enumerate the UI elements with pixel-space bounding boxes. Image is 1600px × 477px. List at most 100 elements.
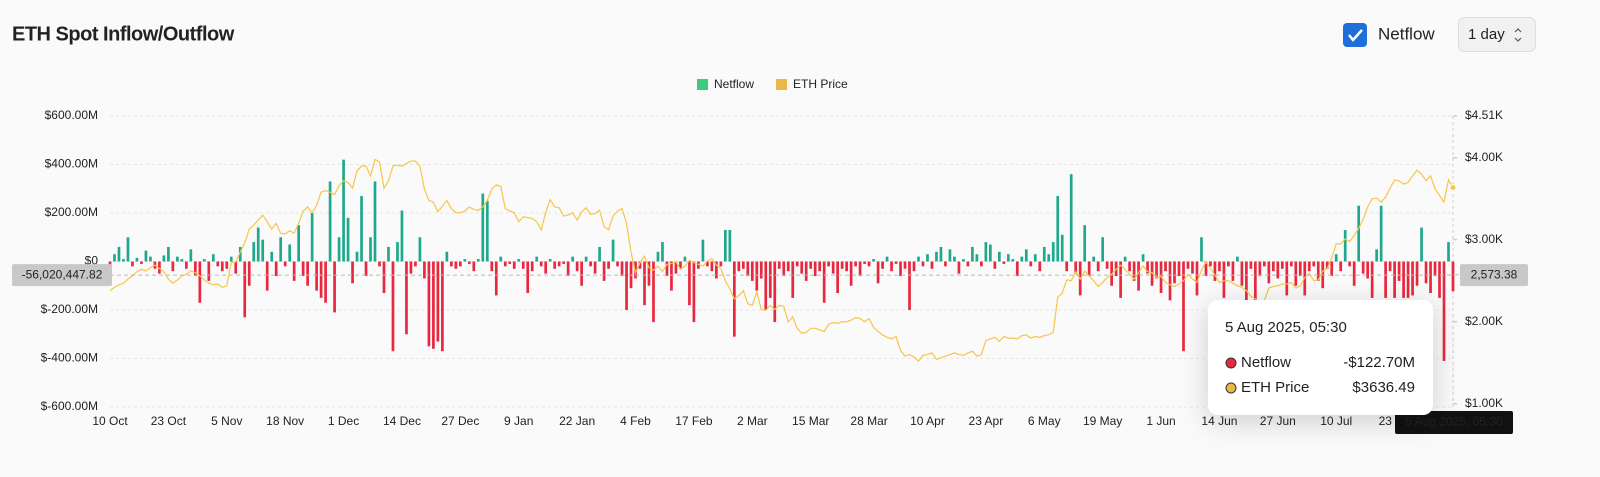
netflow-bar <box>957 261 961 274</box>
netflow-bar <box>337 237 341 262</box>
netflow-bar <box>755 261 759 291</box>
x-tick-label: 23 Oct <box>151 414 187 428</box>
netflow-bar <box>683 256 687 262</box>
netflow-bar <box>1137 261 1140 291</box>
netflow-bar <box>1168 261 1172 301</box>
netflow-bar <box>1406 261 1410 298</box>
netflow-bar <box>1285 261 1289 296</box>
netflow-bar <box>737 261 741 272</box>
netflow-bar <box>517 259 521 262</box>
netflow-bar <box>400 210 404 262</box>
netflow-bar <box>917 256 920 262</box>
netflow-bar <box>746 261 750 277</box>
netflow-bar <box>238 246 242 262</box>
netflow-bar <box>436 261 440 342</box>
netflow-bar <box>265 261 269 291</box>
tooltip-value: -$122.70M <box>1343 354 1415 371</box>
netflow-bar <box>1209 261 1212 267</box>
netflow-bar <box>297 225 300 262</box>
netflow-bar <box>674 261 678 274</box>
netflow-bar <box>418 237 422 262</box>
netflow-bar <box>427 261 431 347</box>
netflow-bar <box>508 261 512 264</box>
netflow-bar <box>1087 261 1091 277</box>
toggle-checkbox[interactable] <box>1343 23 1367 47</box>
netflow-bar <box>688 261 691 306</box>
netflow-bar <box>1146 261 1149 274</box>
netflow-bar <box>467 261 471 264</box>
netflow-bar <box>122 259 125 262</box>
netflow-bar <box>1388 261 1392 272</box>
netflow-bar <box>881 261 884 269</box>
netflow-bar <box>773 261 777 323</box>
netflow-bar <box>845 261 848 272</box>
netflow-bar <box>1065 261 1069 272</box>
netflow-bar <box>202 259 206 262</box>
interval-label[interactable]: 1 day <box>1468 26 1505 43</box>
x-tick-label: 22 Jan <box>559 414 595 428</box>
netflow-bar <box>966 261 970 267</box>
netflow-bar <box>193 261 197 277</box>
netflow-bar <box>625 261 628 310</box>
crosshair-y2-label: 2,573.38 <box>1471 267 1518 281</box>
x-tick-label: 10 Oct <box>92 414 128 428</box>
netflow-bar <box>1128 261 1131 272</box>
netflow-bar <box>697 261 700 269</box>
interval-select[interactable] <box>1458 17 1536 52</box>
netflow-bar <box>867 261 871 267</box>
netflow-bar <box>1330 261 1334 277</box>
y2-tick-label: $1.00K <box>1465 396 1503 410</box>
netflow-bar <box>1411 261 1414 296</box>
netflow-bar <box>1105 261 1109 269</box>
netflow-bar <box>571 256 574 262</box>
netflow-bar <box>1218 261 1221 272</box>
netflow-bar <box>1447 242 1450 262</box>
netflow-bar <box>1307 261 1311 272</box>
netflow-bar <box>342 159 345 262</box>
netflow-bar <box>921 261 925 267</box>
netflow-bar <box>1298 261 1302 277</box>
netflow-bar <box>786 261 790 272</box>
netflow-bar <box>980 261 983 267</box>
netflow-bar <box>229 256 233 262</box>
netflow-bar <box>243 261 247 318</box>
netflow-bar <box>1393 261 1396 298</box>
toggle-label[interactable]: Netflow <box>1378 24 1435 43</box>
netflow-bar <box>355 251 359 262</box>
legend-label: Netflow <box>714 77 754 91</box>
netflow-bar <box>387 246 390 262</box>
netflow-bar <box>503 261 507 267</box>
crosshair-y-box <box>12 264 112 287</box>
netflow-bar <box>836 261 839 294</box>
netflow-bar <box>301 261 305 277</box>
netflow-bar <box>485 200 489 262</box>
netflow-bar <box>643 261 646 306</box>
netflow-bar <box>1074 261 1078 274</box>
x-tick-label: 19 May <box>1083 414 1122 428</box>
y2-tick-label: $4.00K <box>1465 150 1503 164</box>
netflow-bar <box>256 227 260 262</box>
netflow-bar <box>863 261 866 264</box>
netflow-bar <box>113 254 116 262</box>
netflow-bar <box>279 237 283 262</box>
netflow-bar <box>1402 261 1405 298</box>
netflow-bar <box>912 261 916 272</box>
netflow-bar <box>1015 261 1019 277</box>
tooltip-name: Netflow <box>1241 354 1291 371</box>
netflow-bar <box>261 239 265 262</box>
netflow-bar <box>1177 261 1181 277</box>
netflow-bar <box>351 261 354 284</box>
netflow-bar <box>131 261 134 267</box>
netflow-bar <box>971 246 974 262</box>
netflow-bar <box>1267 261 1271 284</box>
netflow-bar <box>459 261 462 267</box>
netflow-bar <box>616 261 619 267</box>
netflow-bar <box>463 259 467 262</box>
netflow-bar <box>562 261 566 264</box>
legend-swatch <box>776 79 788 90</box>
netflow-bar <box>1379 205 1383 262</box>
y-tick-label: $200.00M <box>45 205 98 219</box>
y-tick-label: $-200.00M <box>41 302 98 316</box>
netflow-bar <box>1316 261 1320 281</box>
netflow-bar <box>706 261 709 267</box>
